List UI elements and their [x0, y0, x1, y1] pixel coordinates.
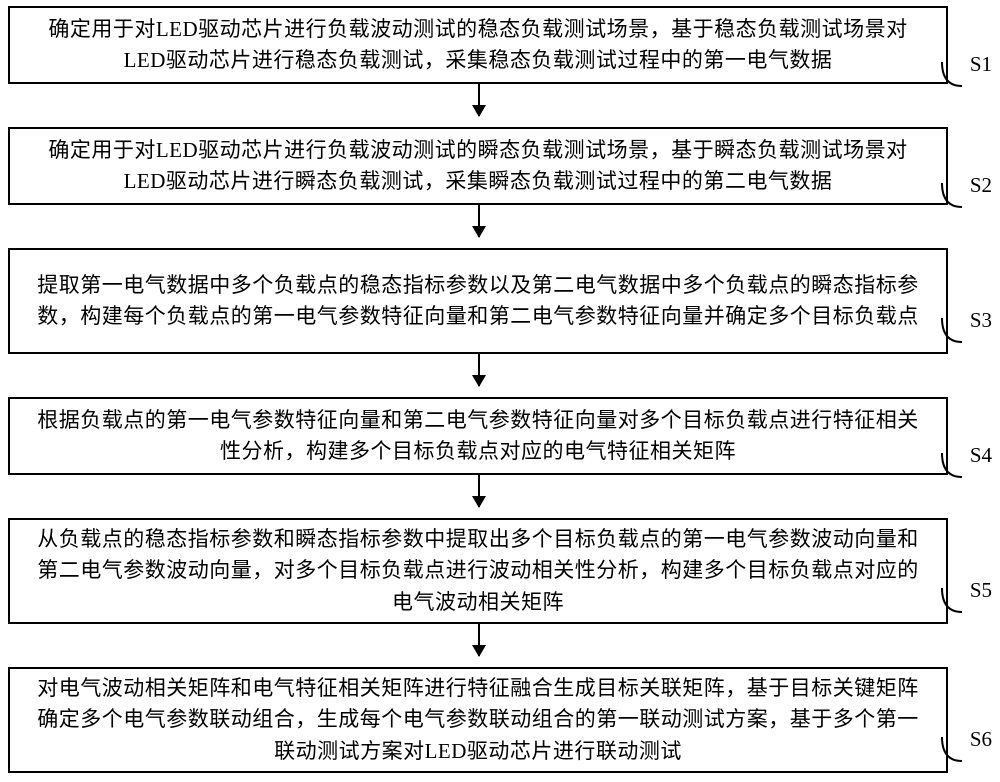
flow-box: 对电气波动相关矩阵和电气特征相关矩阵进行特征融合生成目标关联矩阵，基于目标关键矩…	[8, 667, 948, 773]
label-curve-icon	[940, 316, 964, 346]
step-label: S4	[970, 443, 992, 468]
step-label: S3	[970, 308, 992, 333]
flow-arrow	[478, 475, 480, 507]
label-connector	[940, 586, 964, 616]
flow-box: 提取第一电气数据中多个负载点的稳态指标参数以及第二电气数据中多个负载点的瞬态指标…	[8, 248, 948, 354]
step-label: S5	[970, 578, 992, 603]
label-connector	[940, 181, 964, 211]
flow-box-text: 确定用于对LED驱动芯片进行负载波动测试的稳态负载测试场景，基于稳态负载测试场景…	[28, 14, 928, 77]
flow-arrow	[478, 354, 480, 386]
flow-box-text: 从负载点的稳态指标参数和瞬态指标参数中提取出多个目标负载点的第一电气参数波动向量…	[28, 524, 928, 619]
flow-box-text: 对电气波动相关矩阵和电气特征相关矩阵进行特征融合生成目标关联矩阵，基于目标关键矩…	[28, 673, 928, 768]
step-label: S1	[970, 52, 992, 77]
label-connector	[940, 316, 964, 346]
label-curve-icon	[940, 60, 964, 90]
flow-arrow	[478, 84, 480, 116]
flow-step-s1: 确定用于对LED驱动芯片进行负载波动测试的稳态负载测试场景，基于稳态负载测试场景…	[8, 6, 948, 84]
flow-box-text: 确定用于对LED驱动芯片进行负载波动测试的瞬态负载测试场景，基于瞬态负载测试场景…	[28, 135, 928, 198]
label-curve-icon	[940, 735, 964, 765]
flow-box-text: 根据负载点的第一电气参数特征向量和第二电气参数特征向量对多个目标负载点进行特征相…	[28, 405, 928, 468]
flow-box: 根据负载点的第一电气参数特征向量和第二电气参数特征向量对多个目标负载点进行特征相…	[8, 397, 948, 475]
step-label: S2	[970, 173, 992, 198]
flow-box: 确定用于对LED驱动芯片进行负载波动测试的瞬态负载测试场景，基于瞬态负载测试场景…	[8, 127, 948, 205]
flow-step-s2: 确定用于对LED驱动芯片进行负载波动测试的瞬态负载测试场景，基于瞬态负载测试场景…	[8, 127, 948, 205]
step-label: S6	[970, 727, 992, 752]
flowchart-container: 确定用于对LED驱动芯片进行负载波动测试的稳态负载测试场景，基于稳态负载测试场景…	[0, 0, 1000, 782]
flow-step-s6: 对电气波动相关矩阵和电气特征相关矩阵进行特征融合生成目标关联矩阵，基于目标关键矩…	[8, 667, 948, 773]
label-curve-icon	[940, 451, 964, 481]
label-connector	[940, 735, 964, 765]
label-connector	[940, 60, 964, 90]
flow-step-s3: 提取第一电气数据中多个负载点的稳态指标参数以及第二电气数据中多个负载点的瞬态指标…	[8, 248, 948, 354]
flow-box: 从负载点的稳态指标参数和瞬态指标参数中提取出多个目标负载点的第一电气参数波动向量…	[8, 518, 948, 624]
flow-step-s4: 根据负载点的第一电气参数特征向量和第二电气参数特征向量对多个目标负载点进行特征相…	[8, 397, 948, 475]
flow-box: 确定用于对LED驱动芯片进行负载波动测试的稳态负载测试场景，基于稳态负载测试场景…	[8, 6, 948, 84]
flow-arrow	[478, 624, 480, 656]
flow-step-s5: 从负载点的稳态指标参数和瞬态指标参数中提取出多个目标负载点的第一电气参数波动向量…	[8, 518, 948, 624]
flow-arrow	[478, 205, 480, 237]
label-curve-icon	[940, 181, 964, 211]
label-connector	[940, 451, 964, 481]
flow-box-text: 提取第一电气数据中多个负载点的稳态指标参数以及第二电气数据中多个负载点的瞬态指标…	[28, 270, 928, 333]
label-curve-icon	[940, 586, 964, 616]
